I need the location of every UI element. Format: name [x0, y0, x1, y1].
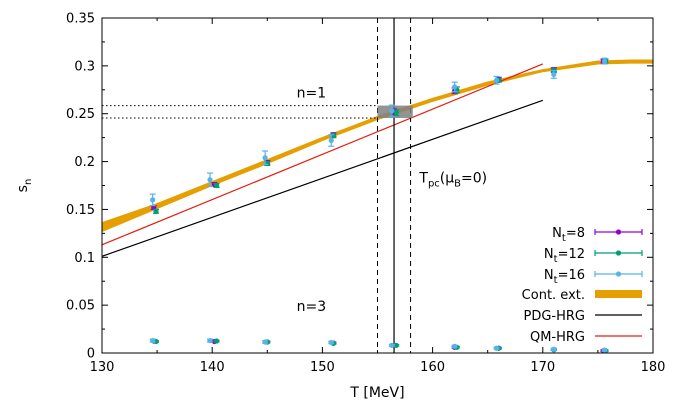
legend-label: Nt=8	[552, 226, 585, 244]
x-tick-label: 160	[420, 360, 445, 375]
data-point-marker	[262, 339, 268, 345]
data-point-marker	[393, 110, 399, 116]
y-axis-title: sn	[15, 179, 34, 193]
data-point-marker	[452, 84, 458, 90]
legend-entry-3: Cont. ext.	[522, 288, 642, 303]
legend-label: Nt=16	[544, 268, 585, 286]
y-tick-label: 0.15	[66, 203, 95, 218]
point-nt16-n3-2	[262, 339, 269, 345]
data-point-marker	[493, 345, 500, 351]
legend-label: QM-HRG	[530, 330, 585, 345]
x-tick-label: 180	[641, 360, 666, 375]
legend-label: Cont. ext.	[522, 288, 585, 303]
point-nt12-n1-0	[152, 208, 159, 214]
tpc-label: Tpc(μB=0)	[418, 171, 487, 190]
data-point-marker	[328, 137, 334, 144]
data-point-marker	[601, 58, 608, 64]
data-point-marker	[551, 71, 557, 78]
point-nt16-n1-0	[149, 193, 156, 207]
data-point-marker	[551, 346, 557, 352]
data-point-marker	[214, 182, 220, 189]
point-nt16-n3-3	[328, 339, 335, 346]
point-nt16-n1-2	[262, 150, 269, 166]
point-nt16-n3-7	[550, 346, 557, 352]
legend-entry-0: Nt=8	[552, 226, 643, 244]
y-tick-label: 0	[87, 347, 95, 362]
point-nt12-n3-1	[213, 338, 220, 344]
data-point-marker	[153, 208, 159, 214]
point-nt16-n1-4	[388, 104, 395, 118]
point-nt16-n3-6	[493, 345, 500, 351]
point-nt16-n1-3	[328, 134, 335, 147]
legend-swatch-marker	[615, 250, 622, 256]
x-axis-title: T [MeV]	[349, 385, 404, 401]
model-lines-layer	[102, 63, 544, 257]
data-point-marker	[452, 343, 458, 349]
data-point-marker	[214, 338, 220, 344]
point-nt16-n1-5	[451, 81, 458, 93]
data-points-layer	[149, 57, 609, 353]
x-tick-label: 130	[90, 360, 115, 375]
legend-swatch-marker	[615, 271, 622, 277]
pdg-hrg-line	[102, 99, 544, 257]
legend-entry-1: Nt=12	[544, 247, 643, 265]
y-tick-label: 0.2	[74, 155, 95, 170]
data-point-marker	[389, 342, 395, 348]
legend-label: PDG-HRG	[524, 309, 586, 324]
data-point-marker	[150, 197, 156, 203]
y-tick-label: 0.35	[66, 12, 95, 27]
data-point-marker	[207, 337, 213, 344]
qm-hrg-line	[102, 63, 544, 246]
point-nt12-n1-1	[213, 182, 220, 189]
legend-swatch-band	[595, 290, 642, 298]
reference-lines-layer	[102, 18, 413, 353]
data-point-marker	[389, 108, 395, 114]
annotation-n-1: n=1	[297, 85, 327, 101]
legend-entry-2: Nt=16	[544, 268, 643, 286]
y-tick-label: 0.05	[66, 299, 95, 314]
point-nt16-n3-0	[149, 337, 156, 344]
annotation-n-3: n=3	[297, 299, 327, 315]
data-point-marker	[151, 204, 157, 211]
point-nt16-n3-5	[451, 343, 458, 349]
ticks-layer: 130 140 150 160 170 180 0 0.05 0.1 0.15 0.2 0.25 0.3…	[66, 12, 665, 376]
point-nt16-n1-6	[493, 75, 500, 85]
data-point-marker	[493, 77, 500, 83]
point-nt12-n1-4	[393, 109, 400, 117]
legend-entry-5: QM-HRG	[530, 330, 642, 345]
x-tick-label: 170	[530, 360, 555, 375]
point-nt16-n3-4	[388, 342, 395, 348]
legend-entry-4: PDG-HRG	[524, 309, 642, 324]
annotations-layer: n=1 n=3 Tpc(μB=0)	[297, 85, 488, 314]
point-nt16-n1-7	[550, 70, 557, 79]
data-point-marker	[150, 337, 156, 344]
x-tick-label: 140	[200, 360, 225, 375]
point-nt16-n3-1	[206, 337, 213, 344]
data-point-marker	[328, 339, 334, 346]
legend: Nt=8 Nt=12 Nt=16 Cont. ext. PDG-HRG QM-HRG	[522, 226, 643, 345]
legend-label: Nt=12	[544, 247, 585, 265]
point-nt16-n1-1	[206, 172, 213, 188]
x-tick-label: 150	[310, 360, 335, 375]
data-point-marker	[601, 347, 608, 353]
y-tick-label: 0.1	[74, 251, 95, 266]
legend-swatch-marker	[615, 229, 622, 235]
data-point-marker	[393, 342, 399, 348]
data-point-marker	[207, 177, 213, 183]
y-tick-label: 0.3	[74, 59, 95, 74]
point-nt16-n1-8	[601, 57, 608, 65]
data-point-marker	[262, 155, 268, 161]
point-nt16-n3-8	[601, 347, 608, 353]
y-tick-label: 0.25	[66, 107, 95, 122]
